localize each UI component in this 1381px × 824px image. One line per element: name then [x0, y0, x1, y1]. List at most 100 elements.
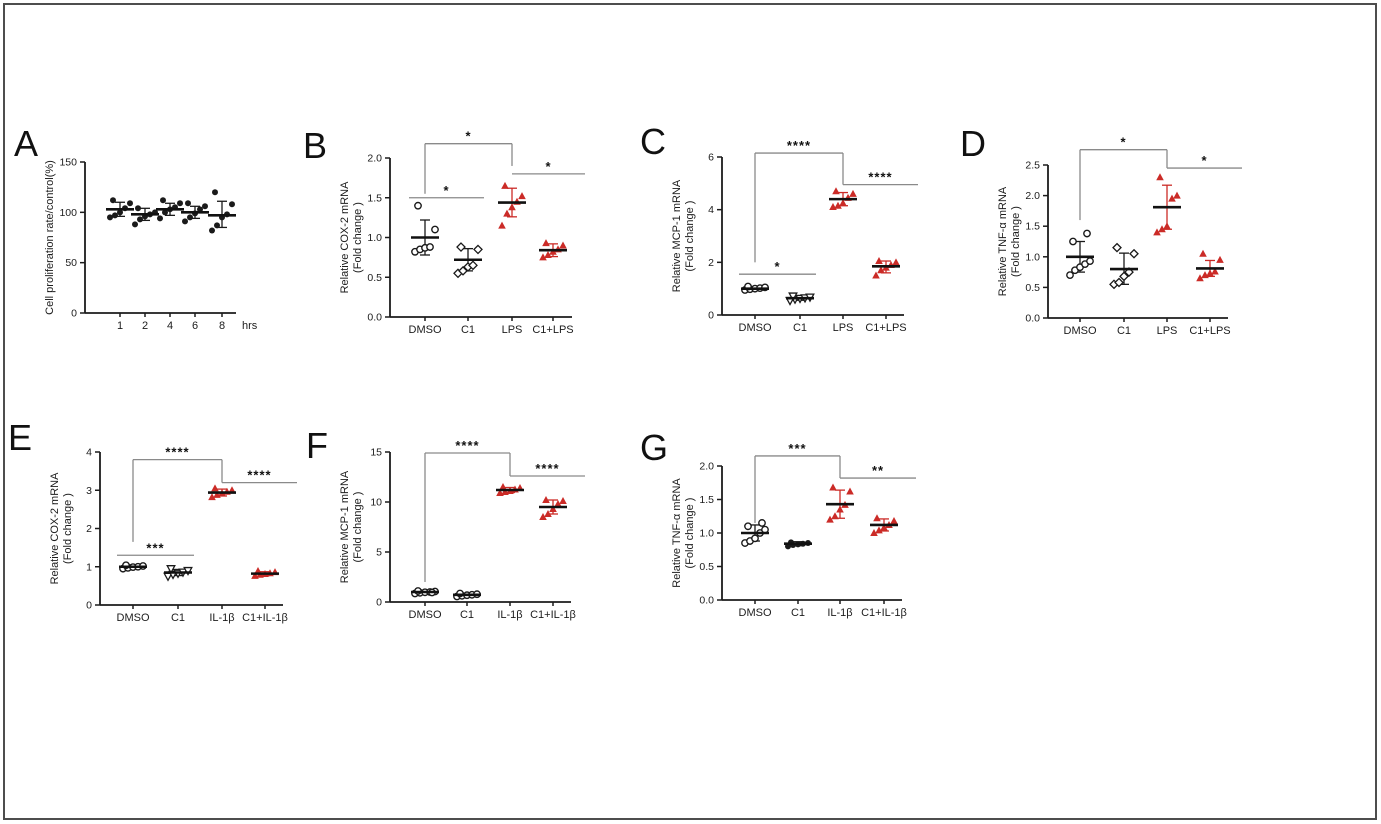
panel-e: E 0 1 2 3 4 DMSO C1 IL-1β C1+IL-1β Relative COX-2…: [8, 420, 338, 660]
svg-text:Relative TNF-α mRNA: Relative TNF-α mRNA: [997, 186, 1009, 296]
svg-text:Cell proliferation rate/contro: Cell proliferation rate/control(%): [44, 160, 56, 315]
svg-text:*: *: [465, 129, 471, 144]
svg-text:Relative COX-2 mRNA: Relative COX-2 mRNA: [49, 472, 61, 585]
svg-text:C1+LPS: C1+LPS: [532, 324, 573, 336]
svg-text:(Fold change ): (Fold change ): [352, 202, 364, 273]
svg-text:0.0: 0.0: [1025, 313, 1040, 325]
svg-text:1.5: 1.5: [1025, 221, 1040, 233]
panel-f: F 0 5 10 15 DMSO C1 IL-1β C1+IL-1β Relative MCP-…: [306, 428, 636, 663]
svg-text:IL-1β: IL-1β: [497, 609, 522, 621]
svg-text:C1+IL-1β: C1+IL-1β: [861, 607, 907, 619]
panel-g: G 0.0 0.5 1.0 1.5 2.0 DMSO C1 IL-1β C1+IL-1β Rela…: [640, 430, 980, 670]
svg-text:****: ****: [165, 445, 189, 460]
svg-text:(Fold change ): (Fold change ): [684, 498, 696, 569]
svg-text:2.0: 2.0: [699, 461, 714, 473]
svg-text:150: 150: [59, 157, 77, 169]
svg-text:(Fold change ): (Fold change ): [352, 492, 364, 563]
scatter-chart-tnfa-il1b: 0.0 0.5 1.0 1.5 2.0 DMSO C1 IL-1β C1+IL-1β Relati…: [671, 441, 916, 619]
svg-text:****: ****: [455, 438, 479, 453]
svg-text:1: 1: [86, 561, 92, 573]
panel-b: B 0.0 0.5 1.0 1.5 2.0 DMSO C1 LPS C1+LPS Relative…: [303, 128, 633, 363]
svg-text:C1: C1: [1117, 325, 1131, 337]
svg-text:C1: C1: [461, 324, 475, 336]
panel-letter-c: C: [640, 121, 666, 162]
svg-text:2: 2: [142, 320, 148, 332]
svg-text:*: *: [1201, 153, 1207, 168]
svg-text:6: 6: [708, 152, 714, 164]
svg-text:**: **: [872, 463, 884, 478]
svg-text:IL-1β: IL-1β: [827, 607, 852, 619]
svg-text:50: 50: [65, 257, 77, 269]
scatter-chart-cell-proliferation: 0 50 100 150 1 2 4 6 8 hrs Cell proliferation rate…: [44, 157, 258, 333]
svg-text:5: 5: [376, 547, 382, 559]
svg-text:***: ***: [146, 540, 164, 555]
svg-text:C1+LPS: C1+LPS: [1189, 325, 1230, 337]
panel-letter-e: E: [8, 417, 33, 458]
svg-text:0.5: 0.5: [367, 272, 382, 284]
svg-text:0: 0: [86, 600, 92, 612]
svg-text:Relative MCP-1 mRNA: Relative MCP-1 mRNA: [671, 179, 683, 292]
panel-letter-b: B: [303, 125, 328, 166]
svg-text:*: *: [545, 159, 551, 174]
svg-text:****: ****: [868, 170, 892, 185]
svg-text:Relative COX-2 mRNA: Relative COX-2 mRNA: [339, 181, 351, 294]
panel-letter-d: D: [960, 123, 986, 164]
svg-text:2: 2: [708, 257, 714, 269]
svg-text:DMSO: DMSO: [1064, 325, 1097, 337]
svg-text:****: ****: [787, 138, 811, 153]
svg-text:C1+LPS: C1+LPS: [865, 322, 906, 334]
svg-text:0: 0: [71, 308, 77, 320]
svg-text:C1: C1: [791, 607, 805, 619]
svg-text:0: 0: [376, 597, 382, 609]
svg-text:***: ***: [788, 441, 806, 456]
svg-text:15: 15: [370, 447, 382, 459]
scatter-chart-cox2-il1b: 0 1 2 3 4 DMSO C1 IL-1β C1+IL-1β Relative COX-2 m…: [49, 445, 297, 624]
svg-text:0.5: 0.5: [699, 561, 714, 573]
svg-text:LPS: LPS: [833, 322, 854, 334]
svg-text:*: *: [774, 259, 780, 274]
panel-a: A 0 50 100 150 1 2 4 6 8 hrs Cell proliferation ra…: [14, 126, 314, 356]
svg-text:hrs: hrs: [242, 320, 258, 332]
scatter-chart-mcp1-lps: 0 2 4 6 DMSO C1 LPS C1+LPS Relative MCP-1 mRNA (F…: [671, 138, 918, 334]
svg-text:Relative TNF-α mRNA: Relative TNF-α mRNA: [671, 478, 683, 588]
svg-text:Relative MCP-1 mRNA: Relative MCP-1 mRNA: [339, 470, 351, 583]
svg-text:C1+IL-1β: C1+IL-1β: [242, 612, 288, 624]
svg-text:1.0: 1.0: [367, 232, 382, 244]
svg-text:4: 4: [86, 447, 92, 459]
svg-text:*: *: [443, 183, 449, 198]
svg-text:1.0: 1.0: [1025, 251, 1040, 263]
svg-text:DMSO: DMSO: [739, 607, 772, 619]
svg-text:DMSO: DMSO: [409, 324, 442, 336]
svg-text:0.0: 0.0: [699, 595, 714, 607]
svg-text:2.0: 2.0: [367, 153, 382, 165]
svg-text:0.0: 0.0: [367, 312, 382, 324]
svg-text:10: 10: [370, 497, 382, 509]
scatter-chart-tnfa-lps: 0.0 0.5 1.0 1.5 2.0 2.5 DMSO C1 LPS C1+LPS Relativ…: [997, 135, 1242, 337]
svg-text:C1: C1: [460, 609, 474, 621]
svg-text:DMSO: DMSO: [117, 612, 150, 624]
scatter-chart-cox2-lps: 0.0 0.5 1.0 1.5 2.0 DMSO C1 LPS C1+LPS Relative C…: [339, 129, 585, 336]
panel-letter-a: A: [14, 123, 39, 164]
panel-letter-f: F: [306, 425, 328, 466]
svg-text:C1: C1: [793, 322, 807, 334]
svg-text:100: 100: [59, 207, 77, 219]
svg-text:C1+IL-1β: C1+IL-1β: [530, 609, 576, 621]
svg-text:IL-1β: IL-1β: [209, 612, 234, 624]
svg-text:(Fold change ): (Fold change ): [684, 201, 696, 272]
svg-text:0: 0: [708, 310, 714, 322]
panel-letter-g: G: [640, 427, 669, 468]
svg-text:4: 4: [708, 204, 714, 216]
svg-text:3: 3: [86, 485, 92, 497]
panel-c: C 0 2 4 6 DMSO C1 LPS C1+LPS Relative MCP-1 mRNA…: [640, 124, 970, 359]
svg-text:****: ****: [247, 468, 271, 483]
svg-text:(Fold change ): (Fold change ): [62, 493, 74, 564]
svg-text:1.0: 1.0: [699, 528, 714, 540]
svg-text:LPS: LPS: [502, 324, 523, 336]
svg-text:1: 1: [117, 320, 123, 332]
scatter-chart-mcp1-il1b: 0 5 10 15 DMSO C1 IL-1β C1+IL-1β Relative MCP-1 …: [339, 438, 585, 621]
svg-text:0.5: 0.5: [1025, 282, 1040, 294]
panel-d: D 0.0 0.5 1.0 1.5 2.0 2.5 DMSO C1 LPS C1+LPS Relat…: [960, 126, 1300, 361]
svg-text:1.5: 1.5: [699, 494, 714, 506]
svg-text:****: ****: [535, 461, 559, 476]
